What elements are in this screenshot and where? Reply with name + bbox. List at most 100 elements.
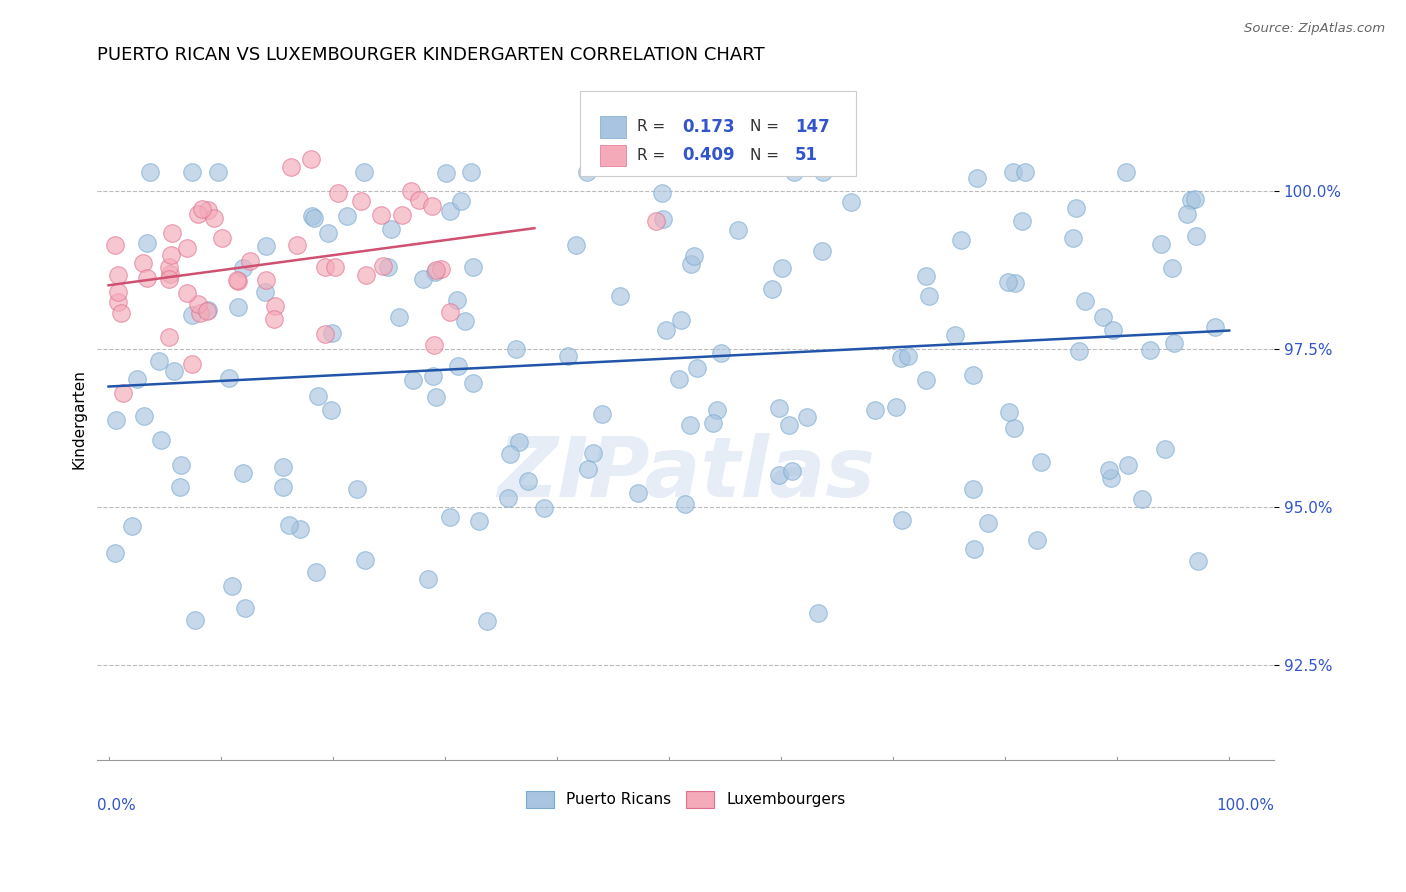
Point [285,238,308,252]
Point [609,289,631,303]
Point [1154,442,1177,456]
Point [1099,471,1122,485]
Point [966,170,988,185]
Point [370,208,392,222]
Point [890,351,912,365]
Point [498,491,520,505]
Point [1163,335,1185,350]
Point [422,368,444,383]
Point [683,249,706,263]
Point [253,285,276,299]
Point [891,513,914,527]
Point [307,389,329,403]
Point [1184,192,1206,206]
Point [184,613,207,627]
Point [582,446,605,460]
Point [1062,231,1084,245]
Point [810,244,832,258]
Point [591,407,613,421]
Point [321,403,343,417]
Text: 51: 51 [796,146,818,164]
Point [425,263,447,277]
Point [997,276,1019,290]
Point [454,314,477,328]
Point [447,359,470,373]
Point [305,566,328,580]
Point [517,474,540,488]
Point [302,211,325,225]
Point [1130,492,1153,507]
Point [136,235,159,250]
Point [159,267,181,281]
Point [1002,165,1025,179]
Point [187,297,209,311]
Point [256,239,278,253]
Point [191,202,214,216]
Point [157,330,180,344]
Point [499,447,522,461]
Point [218,371,240,385]
Text: 0.409: 0.409 [682,146,735,164]
Point [412,272,434,286]
Point [335,209,357,223]
Point [280,160,302,174]
Point [350,194,373,208]
Point [439,204,461,219]
Point [778,417,800,432]
Point [962,482,984,496]
Point [962,368,984,382]
Point [533,500,555,515]
Point [915,268,938,283]
Point [1139,343,1161,358]
Point [950,233,973,247]
Text: PUERTO RICAN VS LUXEMBOURGER KINDERGARTEN CORRELATION CHART: PUERTO RICAN VS LUXEMBOURGER KINDERGARTE… [97,46,765,64]
Point [1031,455,1053,469]
Point [468,514,491,528]
Point [263,299,285,313]
FancyBboxPatch shape [579,91,856,176]
Point [943,328,966,343]
Point [1064,201,1087,215]
Point [439,509,461,524]
Point [232,261,254,276]
Point [576,165,599,179]
Text: 100.0%: 100.0% [1216,798,1274,813]
Point [121,519,143,533]
Point [475,614,498,628]
Point [1074,294,1097,309]
Point [1004,277,1026,291]
Point [125,372,148,386]
Point [783,165,806,179]
Point [353,165,375,179]
Point [323,260,346,274]
Point [1116,458,1139,472]
Point [148,353,170,368]
Point [651,186,673,201]
Point [679,417,702,432]
Point [918,289,941,303]
Point [221,579,243,593]
Point [998,405,1021,419]
Point [706,402,728,417]
Point [710,346,733,360]
Point [673,497,696,511]
Point [450,194,472,208]
Text: 0.173: 0.173 [682,118,735,136]
Point [136,270,159,285]
Point [425,390,447,404]
Point [354,268,377,282]
Point [420,199,443,213]
Text: 147: 147 [796,118,830,136]
Point [796,409,818,424]
Point [197,202,219,217]
Point [157,260,180,274]
Point [399,184,422,198]
Point [460,165,482,179]
Point [434,165,457,179]
Point [463,260,485,275]
Point [105,412,128,426]
Point [886,400,908,414]
Point [1204,320,1226,334]
Point [314,326,336,341]
FancyBboxPatch shape [600,116,626,137]
